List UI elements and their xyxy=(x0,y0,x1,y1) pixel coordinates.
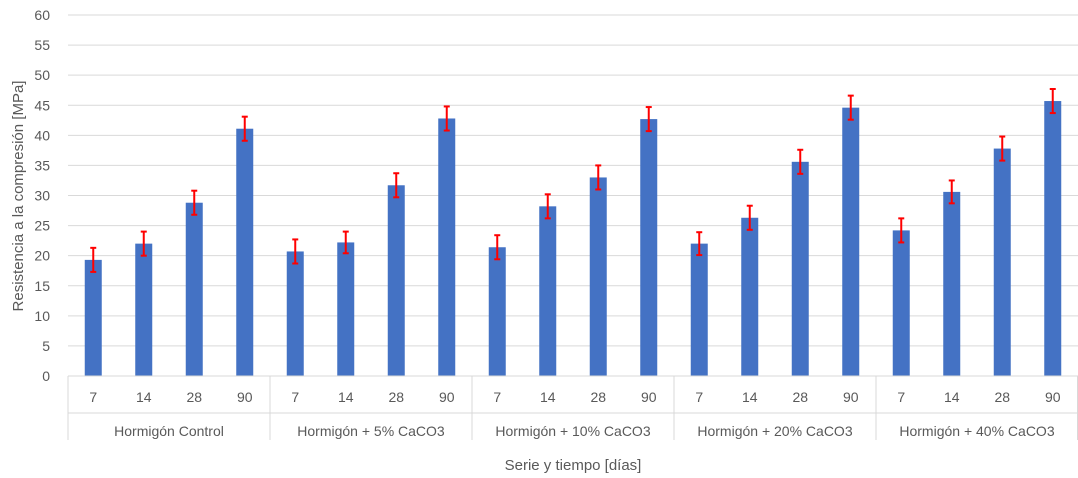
x-tick-label: 90 xyxy=(641,389,657,405)
x-axis-title: Serie y tiempo [días] xyxy=(505,457,642,474)
y-tick-label: 5 xyxy=(42,338,50,354)
x-tick-label: 90 xyxy=(439,389,455,405)
bar xyxy=(286,251,304,376)
bar xyxy=(892,230,910,376)
x-tick-label: 14 xyxy=(944,389,960,405)
x-tick-label: 7 xyxy=(493,389,501,405)
x-tick-label: 28 xyxy=(388,389,404,405)
x-tick-label: 28 xyxy=(590,389,606,405)
bar xyxy=(943,191,961,376)
y-tick-label: 0 xyxy=(42,368,50,384)
bar xyxy=(185,202,203,376)
x-tick-label: 7 xyxy=(695,389,703,405)
x-tick-label: 14 xyxy=(338,389,354,405)
bar xyxy=(1044,101,1062,376)
bar xyxy=(236,128,254,376)
error-bars xyxy=(90,88,1056,273)
bar xyxy=(337,242,355,376)
y-axis-ticks: 0 5 10 15 20 25 30 35 40 45 50 55 60 xyxy=(34,7,50,384)
bar xyxy=(589,177,607,376)
y-tick-label: 40 xyxy=(34,127,50,143)
gridlines xyxy=(68,14,1078,377)
x-tick-label: 14 xyxy=(540,389,556,405)
group-label: Hormigón + 10% CaCO3 xyxy=(495,423,650,439)
group-label: Hormigón Control xyxy=(114,423,224,439)
x-tick-label: 14 xyxy=(742,389,758,405)
x-tick-label: 7 xyxy=(897,389,905,405)
x-tick-label: 14 xyxy=(136,389,152,405)
y-tick-label: 55 xyxy=(34,37,50,53)
y-axis-title: Resistencia a la compresión [MPa] xyxy=(10,81,27,312)
y-tick-label: 15 xyxy=(34,278,50,294)
y-tick-label: 10 xyxy=(34,308,50,324)
bar xyxy=(842,107,860,376)
y-tick-label: 50 xyxy=(34,67,50,83)
bar xyxy=(438,118,456,376)
y-tick-label: 20 xyxy=(34,248,50,264)
x-tick-label: 90 xyxy=(237,389,253,405)
y-tick-label: 35 xyxy=(34,157,50,173)
group-label: Hormigón + 20% CaCO3 xyxy=(697,423,852,439)
y-tick-label: 60 xyxy=(34,7,50,23)
x-tick-label: 7 xyxy=(291,389,299,405)
y-tick-label: 25 xyxy=(34,218,50,234)
group-label: Hormigón + 5% CaCO3 xyxy=(297,423,445,439)
y-tick-label: 30 xyxy=(34,188,50,204)
x-tick-label: 28 xyxy=(186,389,202,405)
x-tick-label: 90 xyxy=(843,389,859,405)
bar xyxy=(741,217,759,376)
bar xyxy=(488,247,506,376)
bar xyxy=(387,185,405,376)
bar xyxy=(539,206,557,376)
bar xyxy=(690,243,708,376)
bar xyxy=(84,259,102,376)
bar xyxy=(135,243,153,376)
x-tick-label: 28 xyxy=(994,389,1010,405)
bars xyxy=(84,101,1062,377)
bar xyxy=(791,161,809,376)
group-label: Hormigón + 40% CaCO3 xyxy=(899,423,1054,439)
bar xyxy=(640,119,658,377)
x-tick-label: 28 xyxy=(792,389,808,405)
x-axis: 7 14 28 90 Hormigón Control 7 14 28 90 Hormigón +… xyxy=(67,375,1078,440)
y-tick-label: 45 xyxy=(34,97,50,113)
x-tick-label: 90 xyxy=(1045,389,1061,405)
x-tick-label: 7 xyxy=(89,389,97,405)
bar xyxy=(993,148,1011,376)
